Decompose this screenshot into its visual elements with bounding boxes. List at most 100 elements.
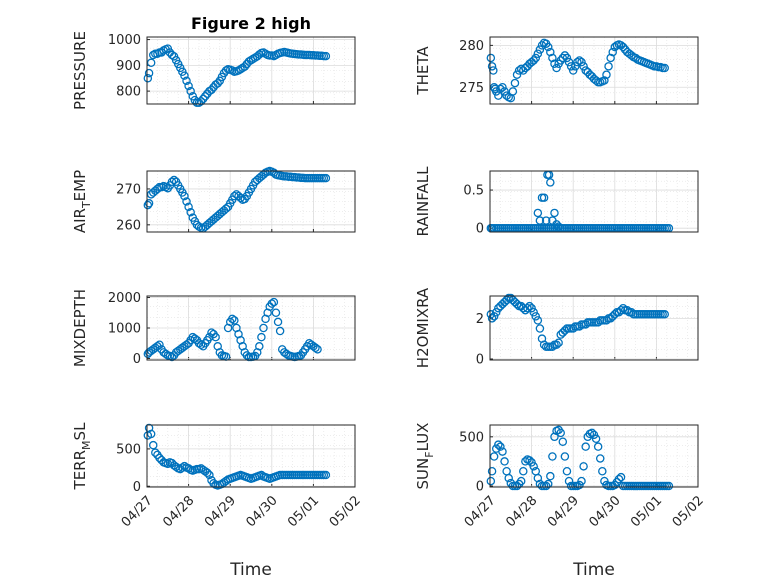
data-point: [541, 481, 551, 491]
data-point: [489, 452, 499, 461]
subplot-rainfall: 0 0.5 RAINFALL: [414, 166, 699, 237]
data-point: [273, 317, 283, 327]
y-tick-label: 0: [476, 480, 484, 495]
y-axis-label: SUNFLUX: [414, 423, 436, 490]
data-point: [257, 332, 266, 342]
data-point: [533, 49, 543, 59]
data-point: [512, 70, 522, 79]
axes-frame: [146, 424, 356, 488]
data-point: [255, 50, 264, 59]
data-point: [508, 87, 518, 96]
subplot-grid: 800 900 1000 PRESSURE 275 280 THETA 260 270 AIRTE…: [71, 31, 707, 530]
data-point: [533, 316, 543, 325]
data-point: [211, 332, 220, 342]
data-point: [566, 62, 576, 71]
data-point: [246, 55, 256, 65]
data-point: [535, 45, 545, 54]
axes-frame: [489, 170, 699, 233]
data-point: [203, 468, 212, 478]
data-point: [228, 314, 237, 324]
data-point: [616, 305, 626, 315]
data-point: [207, 85, 216, 95]
data-point: [487, 314, 497, 323]
data-point: [535, 216, 545, 225]
data-point: [573, 57, 582, 67]
data-point: [498, 83, 507, 92]
data-point: [494, 440, 503, 449]
data-point: [321, 173, 331, 183]
x-axis-label-right: Time: [572, 560, 615, 580]
data-point: [500, 87, 509, 96]
data-point: [321, 51, 331, 61]
data-point: [533, 473, 543, 483]
data-point: [519, 467, 528, 476]
data-point: [205, 470, 214, 480]
y-tick-label: 2: [476, 312, 484, 327]
data-point: [610, 310, 620, 319]
data-point: [531, 312, 541, 321]
data-point: [600, 76, 609, 85]
data-point: [595, 454, 605, 463]
data-point: [169, 175, 179, 185]
data-point: [153, 49, 162, 59]
data-point: [562, 467, 572, 476]
y-tick-label: 270: [116, 182, 141, 197]
data-point: [487, 62, 497, 71]
data-point: [184, 81, 193, 91]
data-point: [512, 481, 522, 491]
data-point: [571, 62, 580, 71]
y-tick-label: 900: [116, 59, 141, 74]
y-tick-label: 500: [459, 430, 484, 445]
data-point: [487, 467, 497, 476]
data-point: [516, 476, 526, 486]
data-point: [541, 216, 551, 225]
data-point: [562, 53, 572, 63]
data-point: [568, 66, 578, 75]
data-point: [221, 204, 231, 213]
y-axis-label: MIXDEPTH: [71, 289, 89, 367]
data-point: [564, 476, 574, 486]
data-point: [178, 463, 187, 472]
data-point: [496, 84, 505, 94]
data-point: [180, 71, 189, 80]
data-point: [521, 457, 530, 466]
data-point: [631, 53, 640, 63]
data-point: [564, 57, 574, 67]
data-point: [491, 87, 501, 96]
data-point: [236, 64, 245, 74]
data-point: [525, 301, 534, 311]
data-point: [186, 208, 195, 217]
figure-title: Figure 2 high: [191, 14, 311, 33]
y-axis-label: PRESSURE: [71, 31, 89, 110]
data-point: [523, 303, 532, 313]
data-point: [554, 338, 563, 347]
data-point: [575, 56, 584, 65]
data-point: [550, 59, 559, 69]
data-point: [213, 79, 222, 88]
y-tick-label: 500: [116, 442, 141, 457]
y-tick-label: 260: [116, 218, 141, 233]
data-point: [144, 68, 154, 78]
y-axis-label: TERRMSL: [71, 422, 93, 491]
data-point: [554, 222, 563, 231]
x-axis-label-left: Time: [229, 560, 272, 580]
data-point: [558, 53, 568, 63]
data-point: [552, 340, 561, 350]
data-point: [579, 62, 588, 71]
data-point: [664, 481, 674, 491]
y-tick-label: 0: [476, 352, 484, 367]
data-point: [552, 220, 561, 229]
data-point: [591, 434, 601, 444]
data-point: [560, 452, 570, 461]
y-tick-label: 0: [476, 222, 484, 237]
data-point: [167, 50, 177, 60]
axes-frame: [489, 36, 699, 105]
data-point: [180, 191, 189, 201]
data-point: [660, 310, 669, 319]
data-point: [269, 297, 279, 307]
data-point: [244, 57, 254, 66]
data-point: [510, 78, 520, 88]
data-point: [267, 299, 277, 308]
data-point: [144, 199, 154, 208]
data-point: [184, 464, 193, 473]
